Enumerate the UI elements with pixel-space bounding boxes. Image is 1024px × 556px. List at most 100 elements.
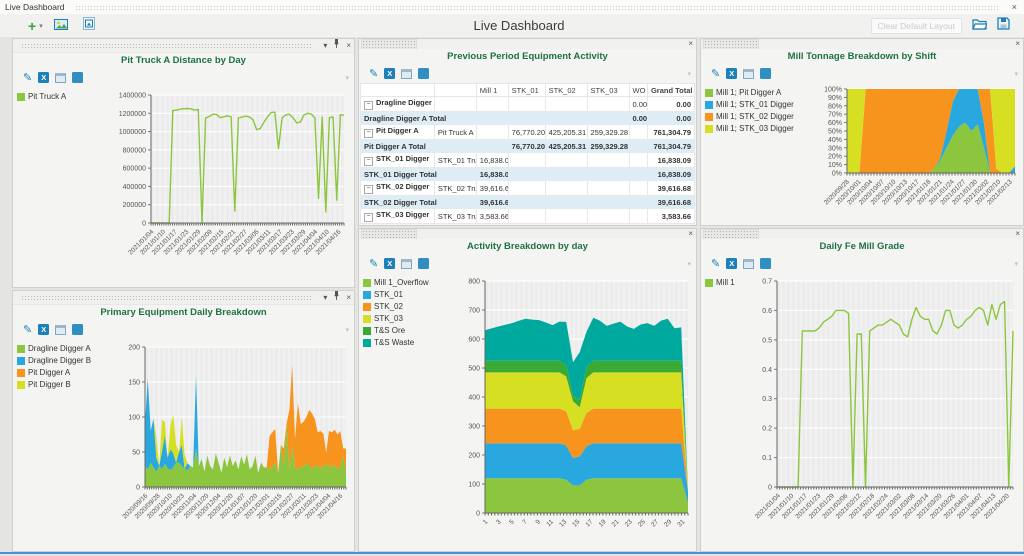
legend-item: STK_03	[363, 314, 455, 323]
report-export-icon[interactable]	[418, 68, 429, 79]
panel-close-icon[interactable]: ×	[343, 292, 354, 304]
legend-label: Mill 1_Overflow	[374, 278, 429, 287]
report-export-icon[interactable]	[72, 324, 83, 335]
add-widget-button[interactable]: +	[28, 19, 36, 33]
drag-handle[interactable]	[703, 39, 759, 49]
edit-chart-icon[interactable]: ✎	[23, 323, 32, 336]
svg-text:300: 300	[468, 424, 480, 431]
panel-handlebar[interactable]: ×	[701, 229, 1023, 239]
drag-handle[interactable]	[21, 295, 312, 300]
edit-chart-icon[interactable]: ✎	[369, 257, 378, 270]
svg-text:400: 400	[468, 395, 480, 402]
panel-options-caret-icon[interactable]: ▾	[345, 74, 349, 82]
save-layout-icon[interactable]	[997, 17, 1010, 35]
table-cell: 259,329.28	[587, 140, 629, 153]
panel-handlebar[interactable]: ×	[359, 229, 696, 239]
grid-view-icon[interactable]	[55, 73, 66, 83]
collapse-toggle-icon[interactable]: −	[364, 157, 373, 166]
report-export-icon[interactable]	[72, 72, 83, 83]
edit-chart-icon[interactable]: ✎	[711, 257, 720, 270]
chart-legend: Dragline Digger ADragline Digger BPit Di…	[13, 341, 117, 551]
panel-titlebar[interactable]: ▾ ×	[13, 39, 354, 53]
panel-options-caret-icon[interactable]: ▾	[345, 326, 349, 334]
drag-handle[interactable]	[703, 229, 759, 239]
panel-options-caret-icon[interactable]: ▾	[1014, 260, 1018, 268]
legend-swatch-icon	[17, 93, 25, 101]
panel-titlebar[interactable]: ▾ ×	[13, 291, 354, 305]
panel-close-icon[interactable]: ×	[343, 40, 354, 52]
panel-handlebar[interactable]: ×	[359, 39, 696, 49]
add-widget-caret-icon[interactable]: ▾	[39, 22, 43, 30]
tab-close-icon[interactable]: ×	[1005, 2, 1024, 12]
pin-icon[interactable]	[330, 39, 343, 52]
export-pdf-icon[interactable]	[83, 17, 95, 35]
svg-text:21: 21	[611, 518, 621, 528]
excel-export-icon[interactable]: X	[726, 258, 737, 269]
legend-swatch-icon	[705, 101, 713, 109]
clear-default-layout-button[interactable]: Clear Default Layout	[871, 18, 963, 34]
panel-handlebar[interactable]: ×	[701, 39, 1023, 49]
legend-label: Pit Truck A	[28, 92, 66, 101]
svg-text:200: 200	[468, 453, 480, 460]
chart-fe-mill-grade: 00.10.20.30.40.50.60.72021/01/042021/01/…	[749, 275, 1023, 551]
svg-text:0: 0	[136, 485, 140, 492]
excel-export-icon[interactable]: X	[38, 72, 49, 83]
legend-swatch-icon	[363, 291, 371, 299]
open-layout-folder-icon[interactable]	[972, 17, 987, 35]
edit-chart-icon[interactable]: ✎	[23, 71, 32, 84]
table-cell: 425,205.31	[545, 140, 587, 153]
grid-view-icon[interactable]	[401, 259, 412, 269]
report-export-icon[interactable]	[760, 258, 771, 269]
pin-icon[interactable]	[330, 291, 343, 304]
edit-chart-icon[interactable]: ✎	[369, 67, 378, 80]
legend-label: Pit Digger A	[28, 368, 70, 377]
svg-text:60%: 60%	[828, 120, 842, 127]
table-cell: −Dragline Digger A	[361, 97, 435, 112]
svg-text:0%: 0%	[832, 171, 842, 178]
panel-menu-caret-icon[interactable]: ▾	[320, 40, 330, 52]
row-label: Dragline Digger A	[376, 98, 434, 107]
table-cell	[476, 125, 508, 140]
svg-text:13: 13	[558, 518, 568, 528]
excel-export-icon[interactable]: X	[384, 258, 395, 269]
collapse-toggle-icon[interactable]: −	[364, 213, 373, 222]
excel-export-icon[interactable]: X	[38, 324, 49, 335]
panel-title: Previous Period Equipment Activity	[359, 49, 696, 64]
panel-menu-caret-icon[interactable]: ▾	[320, 292, 330, 304]
panel-title: Primary Equipment Daily Breakdown	[13, 305, 354, 320]
panel-options-caret-icon[interactable]: ▾	[1014, 70, 1018, 78]
app-window: { "window": { "tab_label": "Live Dashboa…	[0, 0, 1024, 554]
row-label: Pit Digger A	[376, 126, 419, 135]
svg-text:0.6: 0.6	[762, 308, 772, 315]
collapse-toggle-icon[interactable]: −	[364, 185, 373, 194]
export-image-icon[interactable]	[54, 17, 68, 35]
panel-options-caret-icon[interactable]: ▾	[687, 260, 691, 268]
grid-view-icon[interactable]	[55, 325, 66, 335]
grid-view-icon[interactable]	[743, 69, 754, 79]
drag-handle[interactable]	[21, 43, 312, 48]
grid-view-icon[interactable]	[743, 259, 754, 269]
table-header-cell: STK_03	[587, 84, 629, 97]
drag-handle[interactable]	[361, 229, 417, 239]
edit-chart-icon[interactable]: ✎	[711, 67, 720, 80]
table-cell	[587, 168, 629, 181]
table-cell: 76,770.20	[508, 125, 545, 140]
excel-export-icon[interactable]: X	[726, 68, 737, 79]
drag-handle[interactable]	[361, 39, 417, 49]
table-cell: STK_03 Truck	[434, 209, 476, 224]
svg-text:0: 0	[142, 221, 146, 228]
tab-live-dashboard[interactable]: Live Dashboard	[0, 2, 73, 12]
report-export-icon[interactable]	[760, 68, 771, 79]
panel-options-caret-icon[interactable]: ▾	[687, 70, 691, 78]
svg-text:0.7: 0.7	[762, 279, 772, 286]
excel-export-icon[interactable]: X	[384, 68, 395, 79]
panel-toolbar: ✎ X ▾	[701, 64, 1023, 83]
collapse-toggle-icon[interactable]: −	[364, 101, 373, 110]
legend-swatch-icon	[363, 339, 371, 347]
collapse-toggle-icon[interactable]: −	[364, 129, 373, 138]
legend-swatch-icon	[363, 327, 371, 335]
svg-text:23: 23	[624, 518, 634, 528]
report-export-icon[interactable]	[418, 258, 429, 269]
table-cell: 0.00	[629, 97, 647, 112]
grid-view-icon[interactable]	[401, 69, 412, 79]
